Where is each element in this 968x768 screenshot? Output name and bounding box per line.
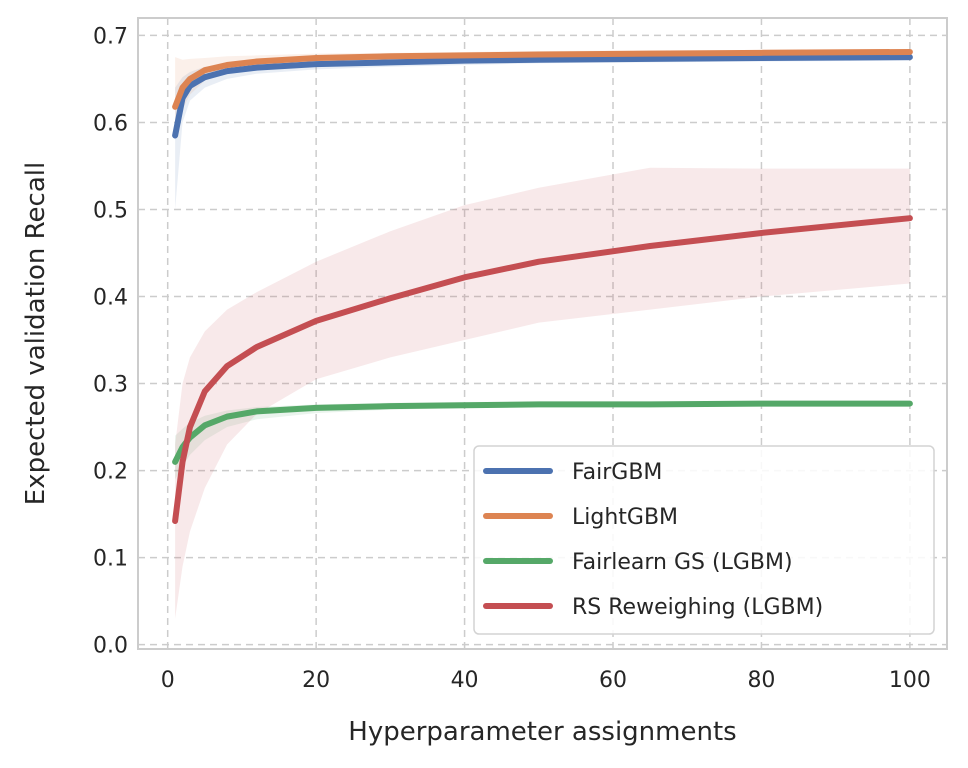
y-tick-label: 0.0 — [93, 634, 128, 659]
y-tick-label: 0.1 — [93, 547, 128, 572]
legend-label-lightgbm: LightGBM — [572, 505, 678, 530]
line-lightgbm — [172, 48, 913, 110]
line-rs-reweighing-lgbm — [172, 215, 913, 525]
x-tick-label: 20 — [302, 668, 330, 693]
y-tick-label: 0.6 — [93, 111, 128, 136]
x-tick-labels: 0 20 40 60 80 100 — [161, 668, 931, 693]
x-tick-label: 60 — [599, 668, 627, 693]
band-lightgbm — [175, 49, 910, 140]
y-tick-label: 0.5 — [93, 198, 128, 223]
x-tick-label: 40 — [451, 668, 479, 693]
x-tick-label: 0 — [161, 668, 175, 693]
legend-label-fairlearn-gs-lgbm: Fairlearn GS (LGBM) — [572, 550, 793, 575]
band-rs-reweighing-lgbm — [175, 167, 910, 619]
x-axis-label: Hyperparameter assignments — [348, 717, 736, 747]
y-tick-labels: 0.0 0.1 0.2 0.3 0.4 0.5 0.6 0.7 — [93, 24, 128, 658]
y-tick-label: 0.4 — [93, 286, 128, 311]
legend-label-fairgbm: FairGBM — [572, 460, 662, 485]
legend-label-rs-reweighing-lgbm: RS Reweighing (LGBM) — [572, 595, 823, 620]
line-fairgbm — [172, 54, 913, 139]
x-tick-label: 80 — [747, 668, 775, 693]
band-fairlearn-gs-lgbm — [175, 401, 910, 480]
plot-frame — [137, 17, 948, 650]
series-lines — [172, 48, 913, 525]
legend: FairGBM LightGBM Fairlearn GS (LGBM) RS Rew… — [473, 445, 935, 635]
x-tick-label: 100 — [889, 668, 931, 693]
legend-box — [473, 445, 935, 635]
y-tick-label: 0.7 — [93, 24, 128, 49]
y-tick-label: 0.3 — [93, 373, 128, 398]
y-tick-label: 0.2 — [93, 460, 128, 485]
y-axis-label: Expected validation Recall — [21, 162, 51, 505]
